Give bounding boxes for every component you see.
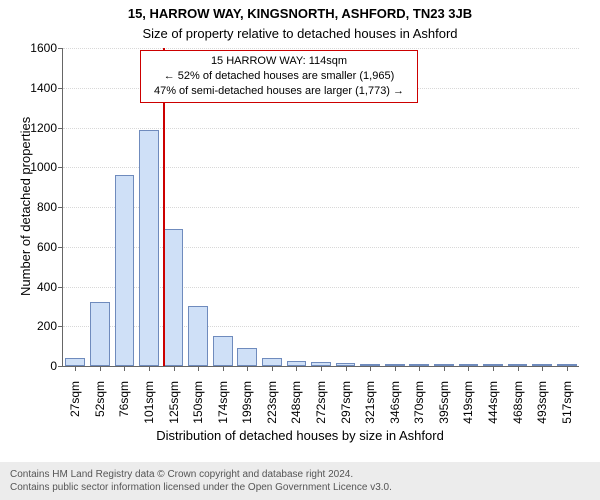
ytick-label: 800 [37,200,57,214]
xtick-mark [518,366,519,371]
ytick-label: 1000 [30,160,57,174]
xtick-mark [444,366,445,371]
ytick-mark [58,287,63,288]
ytick-mark [58,207,63,208]
xtick-mark [321,366,322,371]
xtick-mark [247,366,248,371]
ytick-mark [58,88,63,89]
xtick-mark [370,366,371,371]
bar [115,175,135,366]
xtick-mark [542,366,543,371]
grid-line [63,48,579,49]
bar [90,302,110,366]
xtick-mark [567,366,568,371]
bar [237,348,257,366]
ytick-mark [58,167,63,168]
ytick-mark [58,48,63,49]
xtick-mark [272,366,273,371]
xtick-mark [468,366,469,371]
xtick-mark [124,366,125,371]
ytick-mark [58,326,63,327]
chart-title-line2: Size of property relative to detached ho… [0,26,600,41]
grid-line [63,128,579,129]
bar [139,130,159,366]
ytick-label: 1400 [30,81,57,95]
xtick-mark [100,366,101,371]
xtick-mark [346,366,347,371]
xtick-mark [149,366,150,371]
ytick-label: 200 [37,319,57,333]
ytick-label: 0 [50,359,57,373]
ytick-label: 400 [37,280,57,294]
footer-line: Contains public sector information licen… [10,481,590,494]
ytick-label: 600 [37,240,57,254]
annotation-line: 47% of semi-detached houses are larger (… [149,84,409,99]
y-axis-title: Number of detached properties [18,117,33,296]
x-axis-title: Distribution of detached houses by size … [0,428,600,443]
bar [65,358,85,366]
ytick-mark [58,247,63,248]
xtick-mark [75,366,76,371]
xtick-mark [296,366,297,371]
bar [188,306,208,366]
xtick-mark [395,366,396,371]
bar [262,358,282,366]
footer: Contains HM Land Registry data © Crown c… [0,462,600,500]
chart-title-line1: 15, HARROW WAY, KINGSNORTH, ASHFORD, TN2… [0,6,600,21]
footer-line: Contains HM Land Registry data © Crown c… [10,468,590,481]
bar [164,229,184,366]
ytick-mark [58,128,63,129]
ytick-mark [58,366,63,367]
bar [213,336,233,366]
annotation-line: 15 HARROW WAY: 114sqm [149,54,409,69]
xtick-mark [419,366,420,371]
xtick-mark [198,366,199,371]
xtick-mark [174,366,175,371]
xtick-mark [493,366,494,371]
annotation-line: ← 52% of detached houses are smaller (1,… [149,69,409,84]
chart-container: 15, HARROW WAY, KINGSNORTH, ASHFORD, TN2… [0,0,600,500]
annotation-box: 15 HARROW WAY: 114sqm ← 52% of detached … [140,50,418,103]
ytick-label: 1600 [30,41,57,55]
xtick-mark [223,366,224,371]
ytick-label: 1200 [30,121,57,135]
